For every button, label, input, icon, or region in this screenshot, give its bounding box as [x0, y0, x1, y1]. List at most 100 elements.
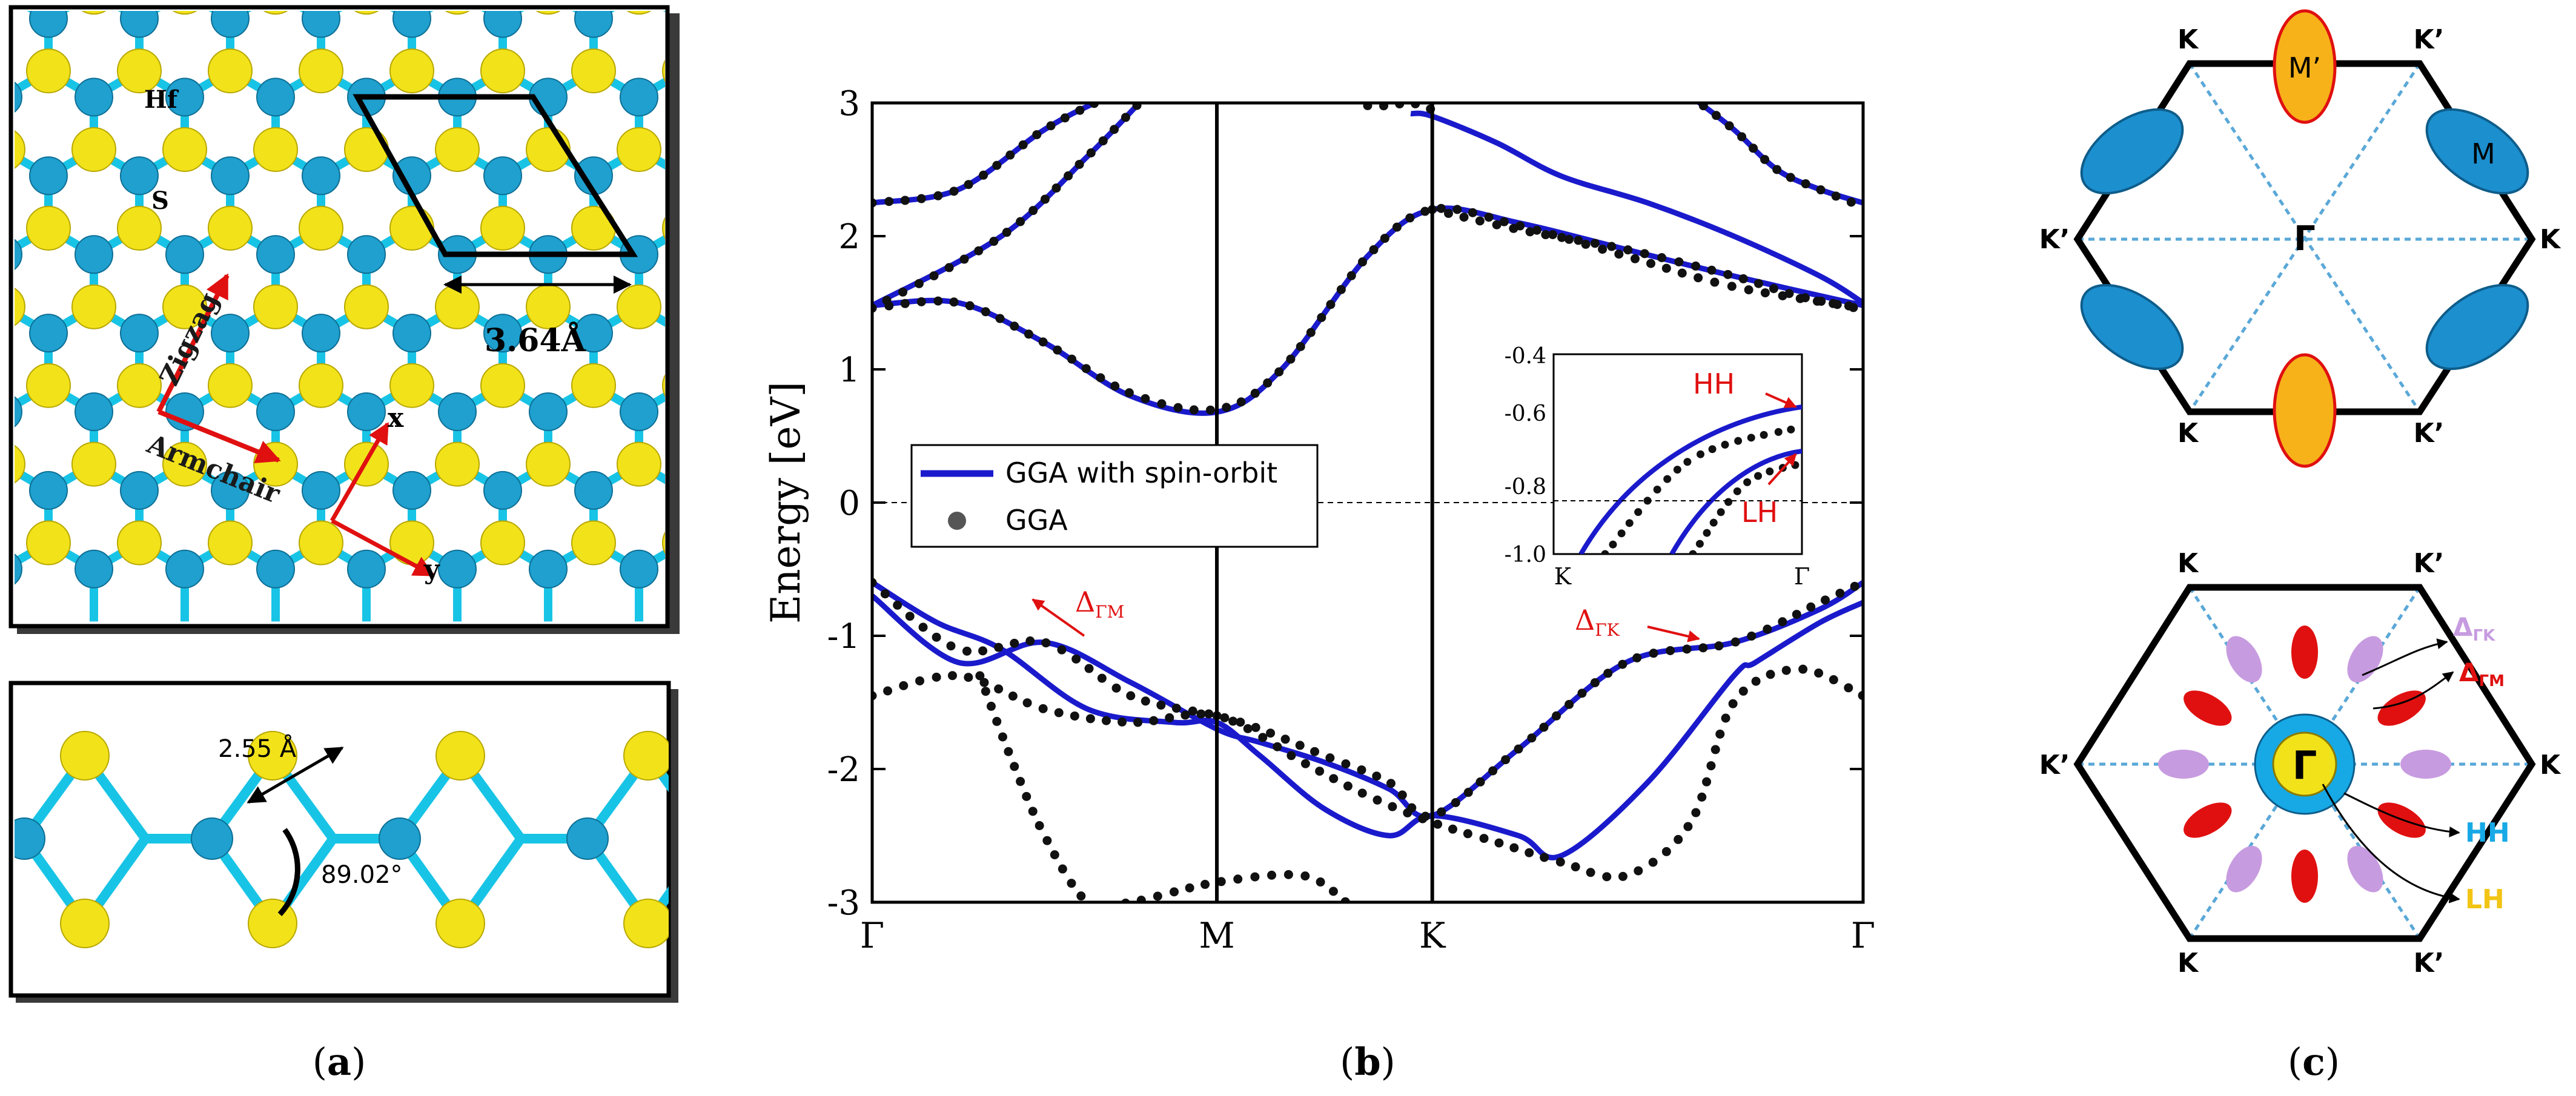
- gga-point: [1153, 891, 1162, 901]
- gga-point: [1698, 643, 1708, 653]
- gga-point: [1295, 741, 1305, 750]
- caption-b: (b): [1340, 1040, 1396, 1084]
- gga-point: [1829, 675, 1838, 685]
- gga-point: [1598, 245, 1608, 254]
- caption-a-letter: a: [327, 1040, 351, 1084]
- zigzag-arrow: [156, 273, 230, 413]
- s-atom: [299, 520, 343, 566]
- gga-point: [1105, 902, 1114, 911]
- gga-point: [1738, 686, 1748, 696]
- gga-point: [986, 701, 996, 711]
- gga-point: [1267, 870, 1277, 880]
- gga-point: [1781, 665, 1791, 675]
- gga-point: [964, 180, 973, 190]
- s-atom: [708, 443, 752, 486]
- gga-point: [1258, 733, 1268, 742]
- delta-gm-symbol: Δ: [1075, 586, 1095, 618]
- gga-point: [1286, 354, 1296, 364]
- hf-atom: [302, 11, 340, 38]
- hf-atom: [620, 392, 658, 431]
- gga-point: [1618, 871, 1627, 881]
- gga-point: [1156, 700, 1166, 710]
- gga-point: [1648, 857, 1658, 867]
- delta-gk-valley: [2158, 750, 2209, 779]
- gga-point: [1724, 121, 1734, 131]
- gga-point: [1532, 225, 1541, 235]
- gga-point: [989, 237, 999, 246]
- bz-bottom-hexagon: [2073, 584, 2536, 942]
- gga-point: [1564, 699, 1574, 709]
- gga-point: [1463, 829, 1472, 839]
- inset-gga-point: [1754, 472, 1763, 480]
- hf-label: Hf: [144, 85, 179, 114]
- gga-point: [1196, 709, 1206, 719]
- gga-point: [1071, 654, 1081, 664]
- hf-atom: [574, 470, 613, 510]
- gga-point: [1126, 691, 1136, 701]
- s-atom: [535, 11, 561, 15]
- hf-atom: [379, 817, 421, 860]
- gga-point: [1022, 791, 1031, 801]
- delta-gm-symbol-c: Δ: [2459, 658, 2479, 687]
- gga-point: [962, 646, 972, 656]
- gga-point: [994, 642, 1004, 652]
- gga-point: [1343, 781, 1353, 791]
- delta-gm-valley: [2184, 802, 2232, 838]
- gga-point: [1097, 673, 1107, 683]
- inset-gga-point: [1697, 450, 1705, 458]
- bond: [684, 150, 730, 176]
- gga-point: [1744, 285, 1753, 295]
- inset-gga-point: [1787, 425, 1795, 434]
- hf-atom: [74, 392, 113, 431]
- gga-point: [1784, 289, 1794, 299]
- hf-atom: [211, 156, 250, 196]
- gga-point: [974, 246, 984, 256]
- gga-point: [1085, 714, 1095, 724]
- s-atom: [253, 127, 298, 172]
- hf-atom: [256, 549, 295, 589]
- hf-atom: [165, 392, 204, 431]
- gga-point: [1468, 208, 1477, 217]
- delta-gm-arrow: [1031, 598, 1085, 637]
- s-atom: [344, 284, 389, 329]
- bond: [0, 386, 3, 412]
- gga-point: [1028, 807, 1038, 816]
- gga-point: [1070, 711, 1079, 721]
- gga-point: [1010, 638, 1019, 648]
- s-atom: [662, 217, 665, 240]
- s-atom: [26, 363, 71, 408]
- s-atom: [117, 520, 162, 566]
- s-atom: [435, 284, 480, 329]
- gga-point: [1300, 759, 1310, 768]
- hf-atom: [574, 314, 613, 353]
- gga-point: [1747, 631, 1757, 641]
- s-atom: [117, 363, 162, 408]
- delta-gm-label-c: ΔΓM: [2459, 658, 2505, 690]
- inset-gga-point: [1689, 550, 1697, 554]
- gga-point: [1444, 208, 1454, 218]
- y-arrow: [331, 518, 435, 578]
- gga-point: [1058, 864, 1067, 874]
- gga-point: [915, 676, 925, 685]
- gga-point: [1763, 624, 1772, 634]
- gga-point: [998, 732, 1007, 742]
- bond: [0, 464, 3, 490]
- gga-point: [1674, 257, 1684, 266]
- gga-point: [1555, 857, 1565, 867]
- bz-bottom: Γ K K’ K’ K K K’ ΔΓK ΔΓM HH LH: [2039, 548, 2561, 979]
- gga-point: [1243, 724, 1253, 733]
- gga-point: [1525, 227, 1535, 237]
- gga-point: [1479, 834, 1489, 843]
- gga-point: [959, 254, 969, 264]
- bond: [684, 307, 730, 333]
- s-atom: [662, 59, 665, 82]
- gga-point: [1315, 767, 1325, 776]
- gga-point: [1101, 716, 1111, 725]
- gga-point: [1005, 150, 1015, 160]
- gga-point: [1677, 268, 1687, 278]
- inset-gga-point: [1733, 487, 1741, 495]
- s-atom: [623, 899, 669, 948]
- gga-point: [1571, 862, 1580, 872]
- y-tick-label: 2: [838, 217, 860, 257]
- gga-point: [1251, 722, 1260, 732]
